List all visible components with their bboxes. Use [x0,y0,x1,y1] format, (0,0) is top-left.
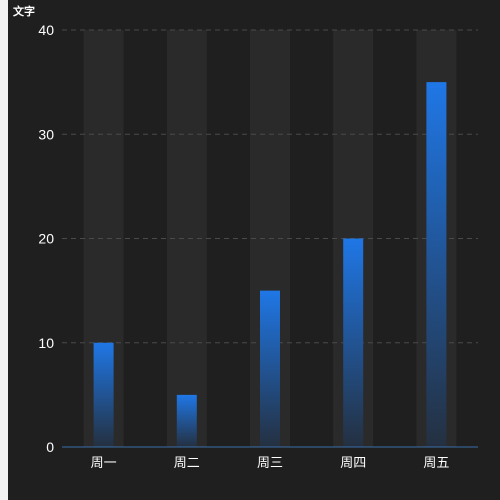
x-tick-label: 周三 [257,456,283,471]
chart-title: 文字 [13,5,35,18]
bar[interactable] [176,394,197,447]
y-tick-label: 30 [38,126,54,142]
bar[interactable] [93,342,114,447]
x-tick-label: 周五 [423,456,449,471]
y-tick-label: 20 [38,231,54,247]
bar[interactable] [260,290,280,447]
bar[interactable] [426,82,447,447]
y-tick-label: 0 [46,439,54,455]
y-tick-label: 10 [38,335,54,351]
bar[interactable] [343,238,364,448]
x-tick-label: 周一 [91,456,117,471]
x-tick-label: 周四 [340,456,366,471]
x-tick-label: 周二 [174,456,200,471]
y-tick-label: 40 [38,22,54,38]
